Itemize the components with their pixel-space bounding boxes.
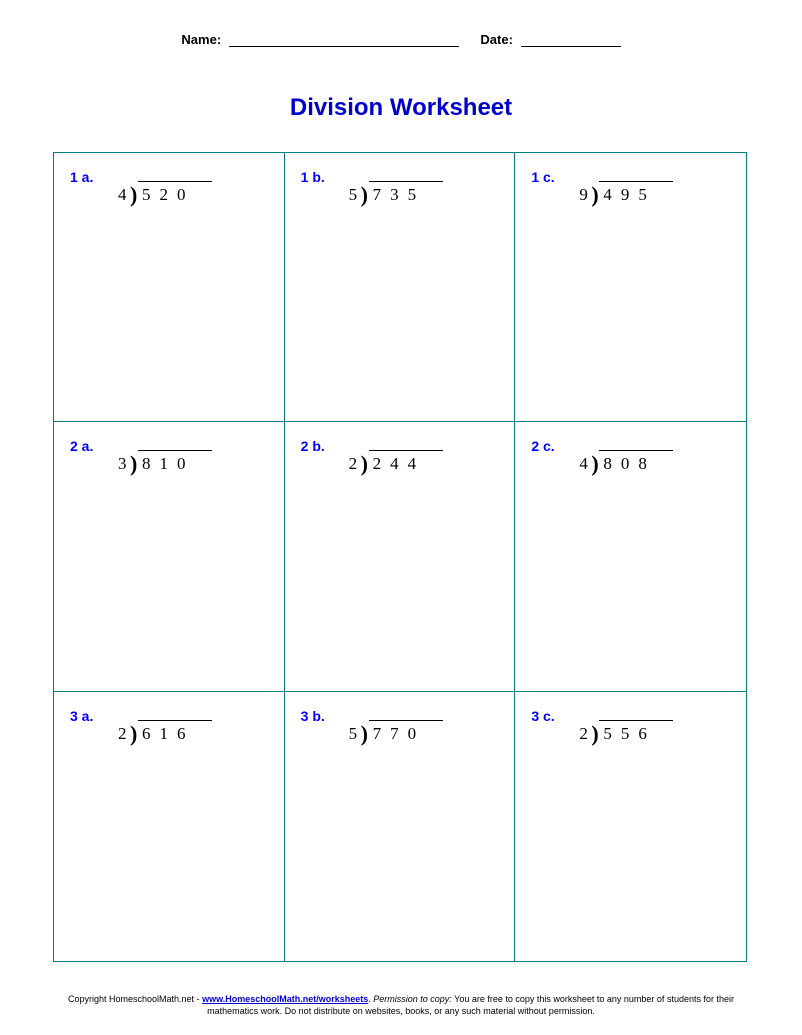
divisor: 4 bbox=[579, 454, 588, 474]
problem-label: 1 c. bbox=[531, 169, 554, 185]
name-label: Name: bbox=[181, 32, 221, 47]
problem-grid: 1 a. 4 ) 520 1 b. 5 ) 735 1 c. 9 ) 495 2… bbox=[53, 152, 747, 962]
problem-label: 2 b. bbox=[301, 438, 325, 454]
copyright-prefix: Copyright HomeschoolMath.net - bbox=[68, 994, 202, 1004]
permission-label: Permission to copy: bbox=[373, 994, 452, 1004]
problem-label: 2 a. bbox=[70, 438, 93, 454]
problem-label: 3 b. bbox=[301, 708, 325, 724]
division-bracket: ) bbox=[130, 182, 137, 208]
footer-link[interactable]: www.HomeschoolMath.net/worksheets bbox=[202, 994, 368, 1004]
divisor: 2 bbox=[118, 724, 127, 744]
vinculum-line bbox=[599, 450, 673, 451]
division-bracket: ) bbox=[591, 721, 598, 747]
division-bracket: ) bbox=[591, 451, 598, 477]
cell-2b: 2 b. 2 ) 244 bbox=[285, 422, 516, 691]
division-bracket: ) bbox=[591, 182, 598, 208]
dividend: 520 bbox=[142, 185, 195, 205]
cell-1b: 1 b. 5 ) 735 bbox=[285, 153, 516, 422]
division-bracket: ) bbox=[130, 721, 137, 747]
division-bracket: ) bbox=[361, 182, 368, 208]
divisor: 5 bbox=[349, 185, 358, 205]
vinculum-line bbox=[599, 720, 673, 721]
problem-label: 1 b. bbox=[301, 169, 325, 185]
footer-text: Copyright HomeschoolMath.net - www.Homes… bbox=[50, 993, 752, 1017]
division-bracket: ) bbox=[361, 721, 368, 747]
problem-label: 3 c. bbox=[531, 708, 554, 724]
vinculum-line bbox=[138, 720, 212, 721]
problem-label: 2 c. bbox=[531, 438, 554, 454]
cell-3b: 3 b. 5 ) 770 bbox=[285, 692, 516, 961]
date-blank-line bbox=[521, 33, 621, 47]
dividend: 770 bbox=[373, 724, 426, 744]
divisor: 3 bbox=[118, 454, 127, 474]
header-fields: Name: Date: bbox=[0, 32, 802, 47]
division-bracket: ) bbox=[130, 451, 137, 477]
dividend: 244 bbox=[373, 454, 426, 474]
dividend: 810 bbox=[142, 454, 195, 474]
divisor: 2 bbox=[349, 454, 358, 474]
name-blank-line bbox=[229, 33, 459, 47]
vinculum-line bbox=[369, 720, 443, 721]
dividend: 735 bbox=[373, 185, 426, 205]
divisor: 9 bbox=[579, 185, 588, 205]
dividend: 495 bbox=[603, 185, 656, 205]
cell-2c: 2 c. 4 ) 808 bbox=[515, 422, 746, 691]
cell-2a: 2 a. 3 ) 810 bbox=[54, 422, 285, 691]
cell-3c: 3 c. 2 ) 556 bbox=[515, 692, 746, 961]
problem-label: 1 a. bbox=[70, 169, 93, 185]
divisor: 2 bbox=[579, 724, 588, 744]
cell-3a: 3 a. 2 ) 616 bbox=[54, 692, 285, 961]
cell-1a: 1 a. 4 ) 520 bbox=[54, 153, 285, 422]
vinculum-line bbox=[138, 181, 212, 182]
dividend: 616 bbox=[142, 724, 195, 744]
vinculum-line bbox=[599, 181, 673, 182]
dividend: 556 bbox=[603, 724, 656, 744]
date-label: Date: bbox=[480, 32, 513, 47]
vinculum-line bbox=[138, 450, 212, 451]
dividend: 808 bbox=[603, 454, 656, 474]
division-bracket: ) bbox=[361, 451, 368, 477]
divisor: 4 bbox=[118, 185, 127, 205]
problem-label: 3 a. bbox=[70, 708, 93, 724]
cell-1c: 1 c. 9 ) 495 bbox=[515, 153, 746, 422]
divisor: 5 bbox=[349, 724, 358, 744]
vinculum-line bbox=[369, 181, 443, 182]
worksheet-title: Division Worksheet bbox=[0, 94, 802, 122]
vinculum-line bbox=[369, 450, 443, 451]
